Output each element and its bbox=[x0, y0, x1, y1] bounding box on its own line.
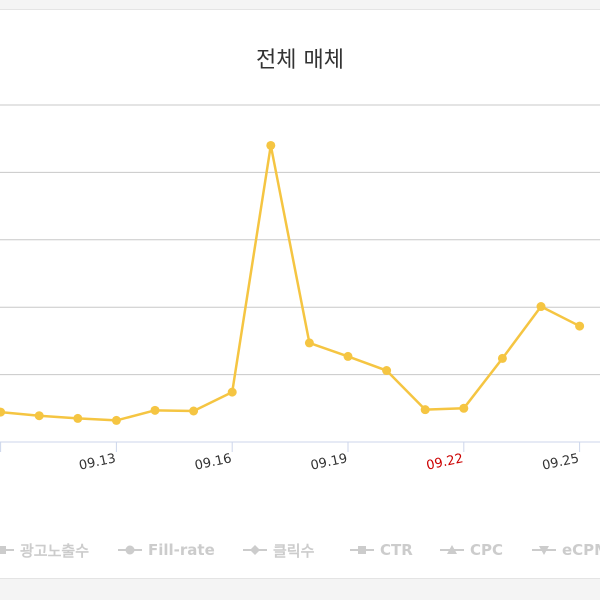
data-point bbox=[227, 387, 237, 397]
data-point bbox=[34, 411, 44, 421]
chart-panel: 전체 매체 09.10 09.13 09.16 09.19 09.22 09.25 광고노… bbox=[0, 9, 600, 579]
triangle-line-icon bbox=[440, 545, 464, 554]
data-point bbox=[575, 321, 585, 331]
x-tick-label: 09.16 bbox=[194, 451, 234, 473]
legend-label: Fill-rate bbox=[148, 541, 215, 559]
data-point bbox=[266, 140, 276, 150]
x-tick-label: 09.25 bbox=[541, 451, 581, 473]
legend-item[interactable]: eCPM bbox=[532, 530, 600, 570]
diamond-line-icon bbox=[243, 545, 267, 555]
legend-item[interactable]: CTR bbox=[350, 530, 413, 570]
legend-item[interactable]: 클릭수 bbox=[243, 530, 314, 570]
data-point bbox=[73, 413, 83, 423]
legend-label: 광고노출수 bbox=[20, 541, 90, 560]
data-point bbox=[420, 405, 430, 415]
chart-title: 전체 매체 bbox=[256, 48, 344, 73]
data-point bbox=[536, 302, 546, 312]
data-point bbox=[459, 403, 469, 413]
data-point bbox=[343, 351, 353, 361]
data-point bbox=[150, 405, 160, 415]
data-point bbox=[111, 415, 121, 425]
data-point bbox=[497, 353, 507, 363]
legend-label: CTR bbox=[380, 541, 413, 559]
legend-item[interactable]: Fill-rate bbox=[118, 530, 215, 570]
series-line bbox=[0, 144, 581, 422]
square-line-icon bbox=[0, 546, 14, 554]
legend-item[interactable]: 광고노출수 bbox=[0, 530, 89, 570]
square-line-icon bbox=[350, 546, 374, 554]
x-tick-label: 09.19 bbox=[309, 451, 349, 473]
legend-item[interactable]: CPC bbox=[440, 530, 503, 570]
chart-legend: 광고노출수 Fill-rate 클릭수 CTR CPC eCPM bbox=[0, 530, 600, 570]
line-chart: 09.10 09.13 09.16 09.19 09.22 09.25 bbox=[0, 104, 600, 474]
circle-line-icon bbox=[118, 545, 142, 555]
legend-label: eCPM bbox=[562, 541, 600, 559]
data-point bbox=[0, 407, 6, 417]
legend-label: 클릭수 bbox=[273, 541, 315, 560]
legend-label: CPC bbox=[470, 541, 504, 559]
data-point bbox=[382, 366, 392, 376]
triangle-down-line-icon bbox=[532, 546, 556, 555]
data-point bbox=[304, 338, 314, 348]
x-tick-label: 09.22 bbox=[425, 451, 465, 473]
data-point bbox=[189, 406, 199, 416]
x-tick-label: 09.10 bbox=[0, 451, 1, 473]
x-tick-label: 09.13 bbox=[78, 451, 118, 473]
